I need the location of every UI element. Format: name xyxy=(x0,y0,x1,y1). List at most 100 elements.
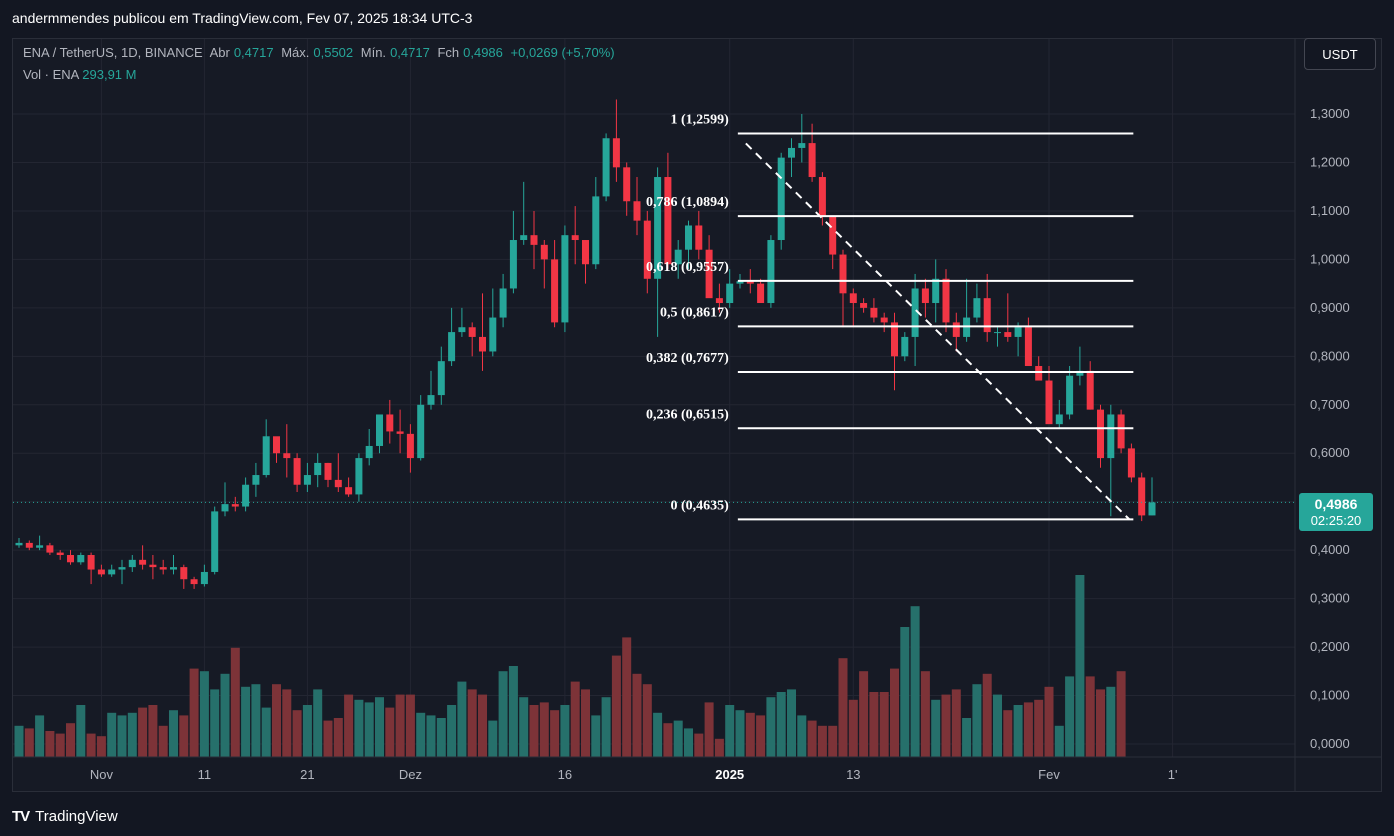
volume-bar xyxy=(467,689,477,757)
volume-bar xyxy=(591,715,601,757)
volume-bar xyxy=(1013,705,1023,757)
chart-frame[interactable] xyxy=(12,38,1382,792)
candle-body xyxy=(654,177,662,279)
candle-body xyxy=(685,225,692,250)
candle-body xyxy=(818,177,826,216)
price-tick-label: 0,1000 xyxy=(1310,688,1350,703)
volume-bar xyxy=(766,697,776,757)
tradingview-logo-icon[interactable]: TV xyxy=(12,807,30,825)
volume-bar xyxy=(230,647,240,757)
volume-bar xyxy=(1054,725,1064,757)
volume-bar xyxy=(478,694,487,757)
candle-body xyxy=(870,307,878,318)
volume-bar xyxy=(405,694,415,757)
candle-body xyxy=(643,220,651,279)
time-tick-label: 2025 xyxy=(715,767,744,782)
candle-body xyxy=(46,545,54,553)
currency-button[interactable]: USDT xyxy=(1304,38,1376,70)
volume-bar xyxy=(210,689,220,757)
candle-body xyxy=(417,404,425,459)
volume-bar xyxy=(817,725,827,757)
volume-bar xyxy=(1023,702,1033,757)
volume-bar xyxy=(951,689,961,757)
candle-body xyxy=(1045,380,1053,425)
last-price-value: 0,4986 xyxy=(1314,496,1358,512)
footer[interactable]: TV TradingView xyxy=(12,804,118,828)
volume-bar xyxy=(96,736,106,757)
volume-label: Vol · ENA xyxy=(23,67,79,82)
time-axis: Nov 11 21 Dez 16 2025 13 Fev 1' xyxy=(90,767,1178,782)
bar-countdown: 02:25:20 xyxy=(1310,513,1362,528)
candle-body xyxy=(159,567,167,570)
candle-body xyxy=(427,395,435,405)
candle-body xyxy=(108,569,116,575)
volume-bar xyxy=(519,697,529,757)
candle-body xyxy=(942,278,950,323)
candle-body xyxy=(571,235,579,241)
volume-bar xyxy=(395,694,405,757)
candle-body xyxy=(479,336,486,352)
volume-bar xyxy=(169,710,178,757)
candle-body xyxy=(458,327,466,333)
candle-body xyxy=(1117,414,1125,449)
last-price-badge: 0,4986 02:25:20 xyxy=(1299,493,1373,531)
volume-bar xyxy=(333,718,343,757)
volume-bar xyxy=(776,692,786,757)
time-tick-label: 11 xyxy=(198,767,212,782)
volume-bar xyxy=(848,699,858,757)
volume-bar xyxy=(725,705,735,757)
candle-body xyxy=(674,249,682,265)
candle-body xyxy=(509,240,517,289)
volume-bar xyxy=(117,715,127,757)
volume-bar xyxy=(45,731,55,757)
candle-body xyxy=(808,143,816,178)
candle-body xyxy=(952,322,960,337)
price-tick-label: 0,0000 xyxy=(1310,736,1350,751)
candle-body xyxy=(262,436,270,476)
volume-bar xyxy=(890,668,899,757)
symbol-legend[interactable]: ENA / TetherUS, 1D, BINANCE Abr 0,4717 Má… xyxy=(23,45,619,60)
candle-body xyxy=(633,201,641,221)
volume-bar xyxy=(993,694,1002,757)
candle-body xyxy=(283,453,291,459)
volume-bar xyxy=(508,666,518,757)
symbol-name[interactable]: ENA / TetherUS, 1D, BINANCE xyxy=(23,45,203,60)
candle-body xyxy=(128,559,136,568)
volume-bar xyxy=(436,718,446,757)
candle-body xyxy=(273,436,280,454)
volume-bar xyxy=(375,697,384,757)
candle-body xyxy=(334,479,342,488)
open-label: Abr xyxy=(209,45,230,60)
low-value: 0,4717 xyxy=(390,45,430,60)
candle-body xyxy=(87,555,95,570)
candle-body xyxy=(211,511,219,572)
volume-bar xyxy=(704,702,714,757)
candle-body xyxy=(386,414,394,432)
volume-bar xyxy=(828,725,838,757)
price-tick-label: 0,2000 xyxy=(1310,639,1350,654)
candle-body xyxy=(365,445,373,459)
volume-bar xyxy=(931,699,941,757)
candle-body xyxy=(612,138,620,168)
volume-bar xyxy=(653,712,663,757)
volume-bar xyxy=(714,738,724,757)
candle-body xyxy=(200,571,208,585)
candle-body xyxy=(25,542,33,548)
volume-bar xyxy=(251,684,261,757)
candle-body xyxy=(139,559,147,565)
volume-bar xyxy=(560,705,570,757)
candle-body xyxy=(1086,370,1094,410)
volume-bar xyxy=(488,720,498,757)
candle-body xyxy=(149,564,157,568)
volume-legend[interactable]: Vol · ENA 293,91 M xyxy=(23,67,136,82)
fib-level-label: 0,618 (0,9557) xyxy=(646,260,729,275)
volume-bar xyxy=(601,697,611,757)
volume-bar xyxy=(570,681,580,757)
volume-bar xyxy=(962,718,972,757)
volume-bar xyxy=(622,637,632,757)
volume-bar xyxy=(787,689,796,757)
volume-bar xyxy=(838,658,848,757)
tradingview-brand[interactable]: TradingView xyxy=(35,807,118,825)
candle-body xyxy=(911,288,919,337)
